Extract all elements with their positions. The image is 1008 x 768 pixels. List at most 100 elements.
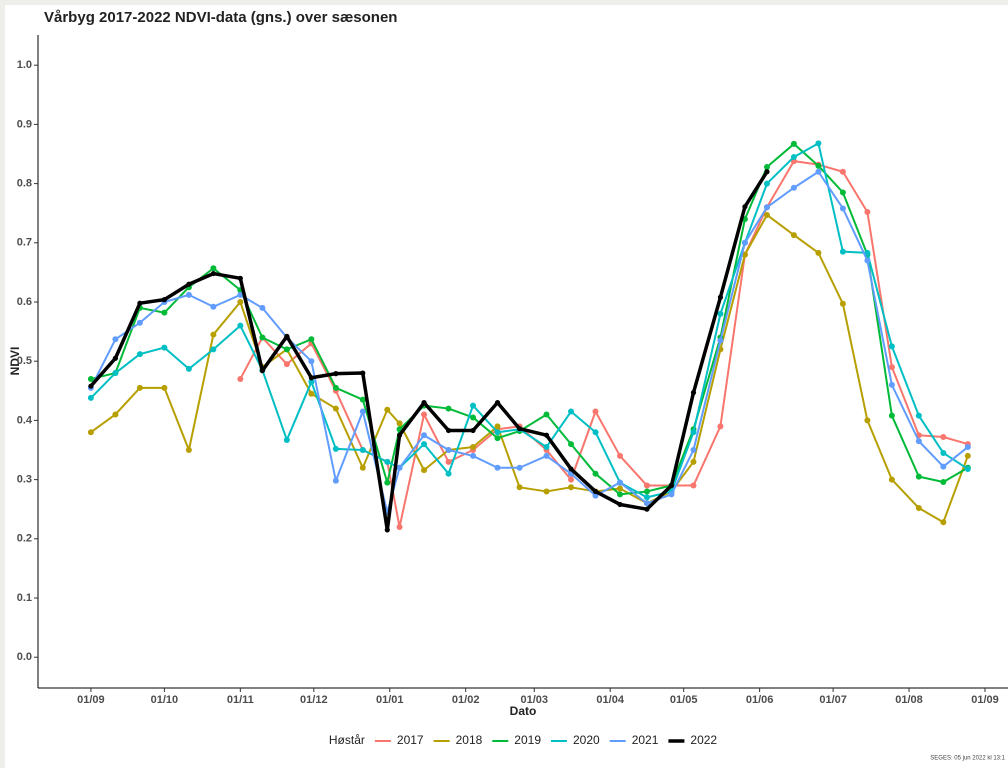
- data-point: [237, 275, 243, 281]
- data-point: [470, 414, 477, 421]
- data-point: [259, 368, 265, 374]
- data-point: [617, 485, 623, 492]
- data-point: [864, 257, 871, 264]
- data-point: [136, 319, 143, 326]
- data-point: [332, 405, 339, 412]
- y-tick-label: 0.9: [17, 118, 32, 130]
- data-point: [763, 211, 770, 218]
- data-point: [790, 140, 797, 147]
- data-point: [161, 384, 168, 391]
- y-tick-label: 1.0: [17, 59, 32, 71]
- data-point: [888, 476, 895, 483]
- data-point: [384, 406, 391, 413]
- x-tick-label: 01/01: [376, 694, 404, 706]
- data-point: [210, 265, 217, 272]
- data-point: [643, 488, 650, 495]
- data-point: [332, 384, 339, 391]
- data-point: [470, 444, 477, 451]
- data-point: [259, 304, 266, 311]
- data-point: [839, 189, 846, 196]
- data-point: [543, 444, 550, 451]
- data-point: [359, 396, 366, 403]
- x-tick-label: 01/09: [971, 694, 999, 706]
- x-tick-label: 01/10: [151, 694, 179, 706]
- y-tick-label: 0.1: [17, 592, 32, 604]
- data-point: [396, 420, 403, 427]
- y-tick-label: 0.5: [17, 355, 32, 367]
- data-point: [284, 333, 290, 339]
- data-point: [445, 470, 452, 477]
- data-point: [87, 394, 94, 401]
- data-point: [690, 482, 697, 489]
- data-point: [964, 444, 971, 451]
- data-point: [421, 411, 428, 418]
- x-tick-label: 01/03: [521, 694, 549, 706]
- legend-label: 2019: [514, 733, 541, 747]
- data-point: [644, 506, 650, 512]
- data-point: [617, 491, 623, 498]
- data-point: [516, 464, 523, 471]
- data-point: [568, 476, 575, 483]
- y-axis-label: NDVI: [8, 347, 22, 376]
- data-point: [396, 523, 403, 530]
- data-point: [333, 371, 339, 377]
- data-point: [87, 429, 94, 436]
- y-tick-label: 0.7: [17, 237, 32, 249]
- data-point: [617, 452, 623, 459]
- data-point: [592, 408, 599, 415]
- data-point: [210, 270, 216, 277]
- data-point: [470, 427, 476, 434]
- data-point: [915, 438, 922, 445]
- data-point: [839, 300, 846, 307]
- data-point: [384, 479, 391, 486]
- data-point: [88, 383, 94, 389]
- data-point: [494, 429, 501, 436]
- data-point: [185, 291, 192, 298]
- data-point: [764, 169, 770, 175]
- data-point: [864, 249, 871, 256]
- data-point: [543, 411, 550, 418]
- data-point: [839, 248, 846, 255]
- data-point: [494, 400, 501, 406]
- data-point: [445, 427, 452, 434]
- data-point: [396, 432, 403, 438]
- data-point: [112, 336, 119, 343]
- data-point: [717, 310, 724, 317]
- data-point: [741, 251, 748, 258]
- data-point: [690, 429, 697, 436]
- data-point: [161, 297, 167, 303]
- data-point: [494, 423, 501, 430]
- data-point: [915, 412, 922, 419]
- data-point: [396, 464, 403, 471]
- data-point: [161, 344, 168, 351]
- data-point: [790, 153, 797, 160]
- data-point: [790, 232, 797, 239]
- legend-title: Høstår: [329, 733, 365, 747]
- data-point: [543, 488, 550, 495]
- data-point: [332, 445, 339, 452]
- data-point: [668, 482, 675, 489]
- data-point: [617, 501, 623, 508]
- data-point: [283, 436, 290, 443]
- data-point: [839, 205, 846, 212]
- data-point: [763, 204, 770, 211]
- legend-label: 2020: [573, 733, 600, 747]
- panel: [5, 5, 1008, 768]
- data-point: [161, 309, 168, 316]
- data-point: [359, 464, 366, 471]
- data-point: [888, 381, 895, 388]
- data-point: [568, 441, 575, 448]
- x-tick-label: 01/09: [77, 694, 105, 706]
- data-point: [717, 337, 724, 344]
- x-tick-label: 01/08: [895, 694, 923, 706]
- data-point: [690, 389, 697, 396]
- data-point: [283, 361, 290, 368]
- data-point: [421, 400, 427, 406]
- data-point: [237, 299, 244, 306]
- data-point: [210, 331, 217, 338]
- data-point: [237, 375, 244, 382]
- data-point: [384, 527, 390, 533]
- data-point: [717, 294, 724, 300]
- data-point: [742, 204, 748, 210]
